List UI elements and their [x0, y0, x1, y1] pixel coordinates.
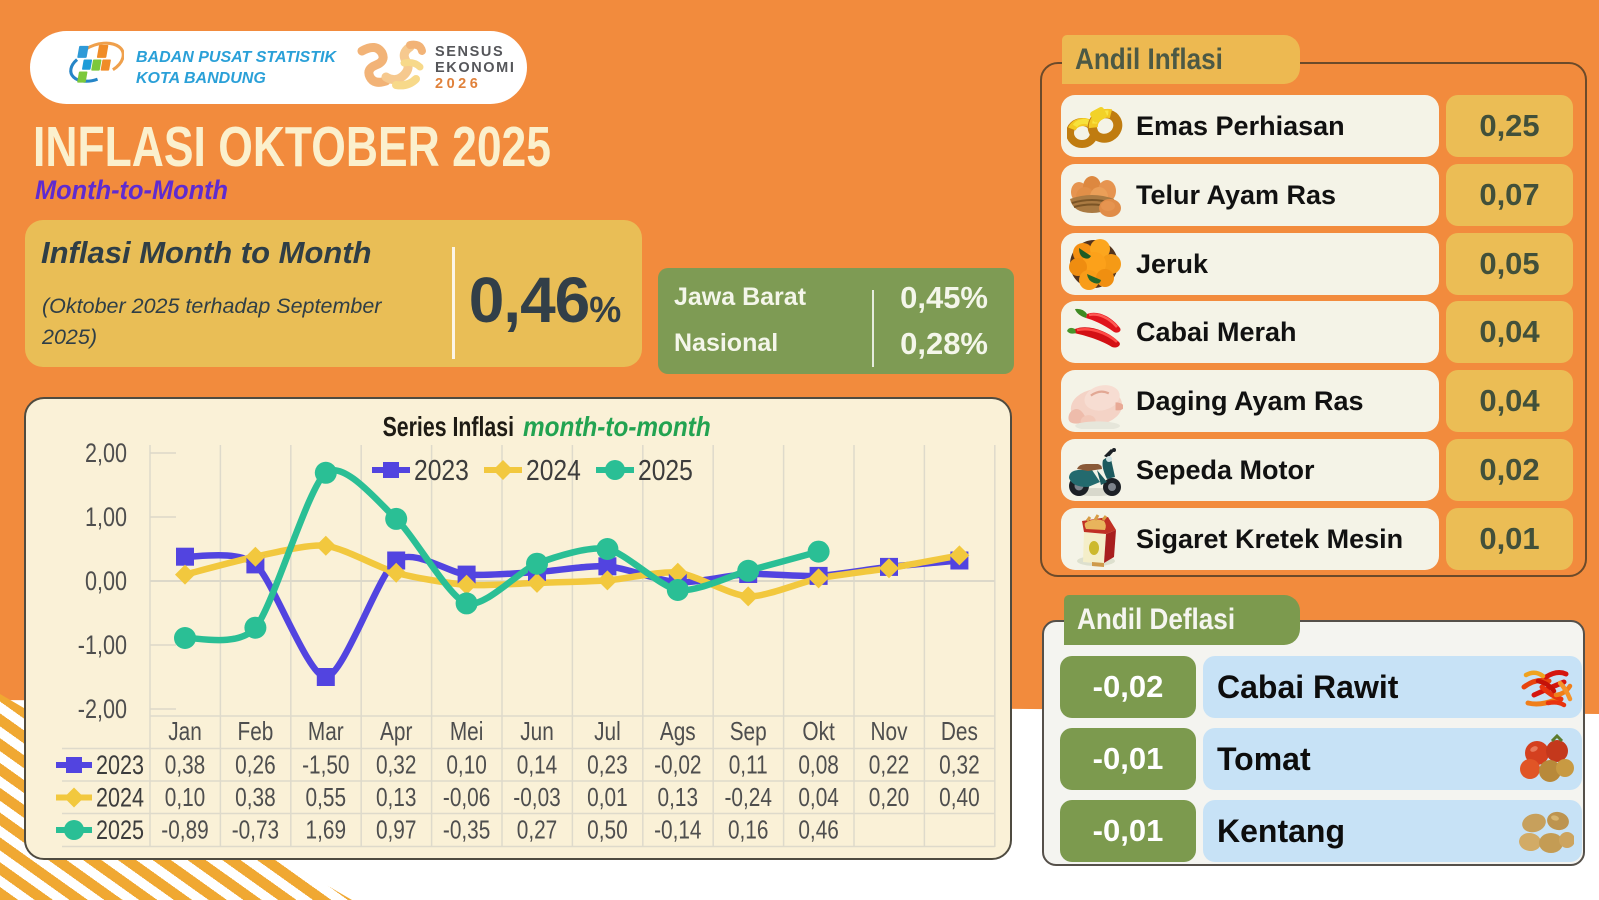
svg-text:2023: 2023	[96, 750, 144, 780]
svg-text:Nov: Nov	[871, 716, 908, 746]
svg-text:0,04: 0,04	[798, 782, 839, 812]
svg-text:Feb: Feb	[238, 716, 274, 746]
svg-text:2025: 2025	[96, 815, 144, 845]
svg-text:-0,89: -0,89	[161, 815, 208, 845]
svg-text:-0,35: -0,35	[443, 815, 490, 845]
svg-text:0,13: 0,13	[658, 782, 699, 812]
svg-text:0,23: 0,23	[587, 750, 628, 780]
svg-text:0,10: 0,10	[165, 782, 206, 812]
svg-text:Jan: Jan	[168, 716, 202, 746]
svg-text:Okt: Okt	[802, 716, 835, 746]
svg-text:-0,02: -0,02	[654, 750, 701, 780]
svg-text:0,10: 0,10	[446, 750, 487, 780]
svg-text:0,22: 0,22	[869, 750, 910, 780]
svg-text:2,00: 2,00	[85, 438, 127, 468]
svg-text:2023: 2023	[414, 455, 469, 487]
svg-text:0,01: 0,01	[587, 782, 628, 812]
svg-text:0,26: 0,26	[235, 750, 276, 780]
svg-text:month-to-month: month-to-month	[523, 411, 711, 442]
svg-text:0,55: 0,55	[306, 782, 347, 812]
svg-text:-0,03: -0,03	[513, 782, 560, 812]
svg-text:-0,24: -0,24	[725, 782, 772, 812]
svg-text:0,27: 0,27	[517, 815, 558, 845]
svg-text:-0,73: -0,73	[232, 815, 279, 845]
svg-text:0,11: 0,11	[729, 750, 768, 780]
svg-text:Apr: Apr	[380, 716, 413, 746]
svg-text:Jul: Jul	[594, 716, 621, 746]
svg-text:-1,50: -1,50	[302, 750, 349, 780]
svg-text:Ags: Ags	[660, 716, 696, 746]
svg-text:0,13: 0,13	[376, 782, 417, 812]
svg-text:2024: 2024	[526, 455, 581, 487]
svg-text:1,69: 1,69	[306, 815, 347, 845]
svg-text:Series Inflasi: Series Inflasi	[383, 411, 514, 442]
svg-text:0,46: 0,46	[798, 815, 839, 845]
svg-text:1,00: 1,00	[85, 502, 127, 532]
svg-text:0,97: 0,97	[376, 815, 417, 845]
svg-text:0,16: 0,16	[728, 815, 769, 845]
svg-text:0,50: 0,50	[587, 815, 628, 845]
svg-text:0,08: 0,08	[798, 750, 839, 780]
svg-text:0,20: 0,20	[869, 782, 910, 812]
svg-text:0,38: 0,38	[165, 750, 206, 780]
svg-text:2025: 2025	[638, 455, 693, 487]
svg-text:2024: 2024	[96, 783, 144, 813]
svg-text:0,38: 0,38	[235, 782, 276, 812]
svg-text:-1,00: -1,00	[78, 630, 127, 660]
svg-text:Sep: Sep	[730, 716, 767, 746]
svg-text:Mar: Mar	[308, 716, 344, 746]
svg-text:Jun: Jun	[520, 716, 554, 746]
svg-text:0,32: 0,32	[939, 750, 980, 780]
svg-text:-0,14: -0,14	[654, 815, 701, 845]
svg-text:0,14: 0,14	[517, 750, 558, 780]
svg-text:Des: Des	[941, 716, 978, 746]
svg-text:Mei: Mei	[450, 716, 484, 746]
svg-text:0,32: 0,32	[376, 750, 417, 780]
svg-text:-2,00: -2,00	[78, 694, 127, 724]
svg-text:0,00: 0,00	[85, 566, 127, 596]
svg-text:-0,06: -0,06	[443, 782, 490, 812]
svg-text:0,40: 0,40	[939, 782, 980, 812]
